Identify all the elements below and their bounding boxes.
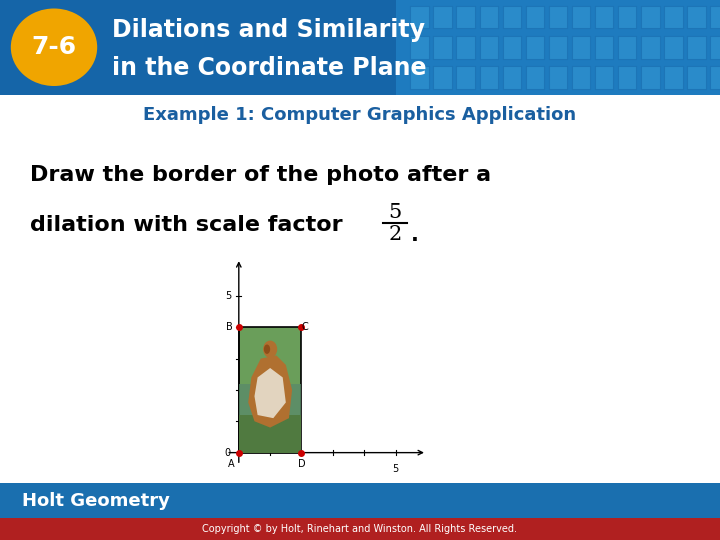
Text: 7-6: 7-6 — [32, 35, 76, 59]
Bar — [410, 6, 429, 28]
Bar — [480, 36, 498, 58]
Polygon shape — [248, 355, 292, 428]
Text: in the Coordinate Plane: in the Coordinate Plane — [112, 56, 426, 80]
Text: Draw the border of the photo after a: Draw the border of the photo after a — [30, 165, 491, 185]
Bar — [618, 36, 636, 58]
Text: A: A — [228, 458, 234, 469]
Bar — [526, 6, 544, 28]
Bar — [239, 384, 302, 415]
Bar — [595, 6, 613, 28]
Bar — [503, 6, 521, 28]
Text: Example 1: Computer Graphics Application: Example 1: Computer Graphics Application — [143, 106, 577, 124]
Text: 5: 5 — [392, 464, 399, 474]
Bar — [710, 66, 720, 89]
Text: B: B — [226, 322, 233, 332]
Bar — [618, 6, 636, 28]
Bar — [572, 36, 590, 58]
Bar — [664, 6, 683, 28]
Ellipse shape — [264, 345, 270, 354]
Bar — [687, 66, 706, 89]
Bar — [664, 36, 683, 58]
Bar — [710, 36, 720, 58]
Text: C: C — [301, 322, 308, 332]
Text: Holt Geometry: Holt Geometry — [22, 492, 169, 510]
Text: 5: 5 — [388, 203, 402, 222]
Polygon shape — [254, 368, 286, 418]
Bar — [433, 6, 452, 28]
Bar — [572, 6, 590, 28]
Bar — [687, 6, 706, 28]
Bar — [503, 36, 521, 58]
Bar — [456, 36, 475, 58]
Text: 2: 2 — [388, 225, 402, 244]
Bar — [549, 36, 567, 58]
Bar — [410, 36, 429, 58]
Bar — [641, 36, 660, 58]
Bar — [456, 6, 475, 28]
Bar — [526, 36, 544, 58]
Bar — [480, 66, 498, 89]
Bar — [239, 327, 302, 453]
Bar — [526, 66, 544, 89]
Ellipse shape — [263, 341, 277, 358]
Text: Dilations and Similarity: Dilations and Similarity — [112, 18, 425, 42]
Text: .: . — [411, 225, 419, 245]
Bar — [595, 66, 613, 89]
Bar — [664, 66, 683, 89]
Bar — [687, 36, 706, 58]
Text: D: D — [297, 458, 305, 469]
Bar — [549, 6, 567, 28]
Bar — [572, 66, 590, 89]
Bar — [433, 36, 452, 58]
Bar — [595, 36, 613, 58]
Bar — [433, 66, 452, 89]
Bar — [549, 66, 567, 89]
Text: dilation with scale factor: dilation with scale factor — [30, 215, 343, 235]
Ellipse shape — [11, 9, 97, 86]
Bar — [239, 415, 302, 453]
Bar — [0, 0, 396, 94]
Text: Copyright © by Holt, Rinehart and Winston. All Rights Reserved.: Copyright © by Holt, Rinehart and Winsto… — [202, 524, 518, 534]
Bar — [480, 6, 498, 28]
Bar — [710, 6, 720, 28]
Text: 0: 0 — [225, 448, 231, 457]
Bar — [618, 66, 636, 89]
Bar — [503, 66, 521, 89]
Bar — [641, 66, 660, 89]
Bar — [456, 66, 475, 89]
Bar — [396, 0, 720, 94]
Bar — [410, 66, 429, 89]
Bar — [641, 6, 660, 28]
Text: 5: 5 — [225, 291, 231, 301]
